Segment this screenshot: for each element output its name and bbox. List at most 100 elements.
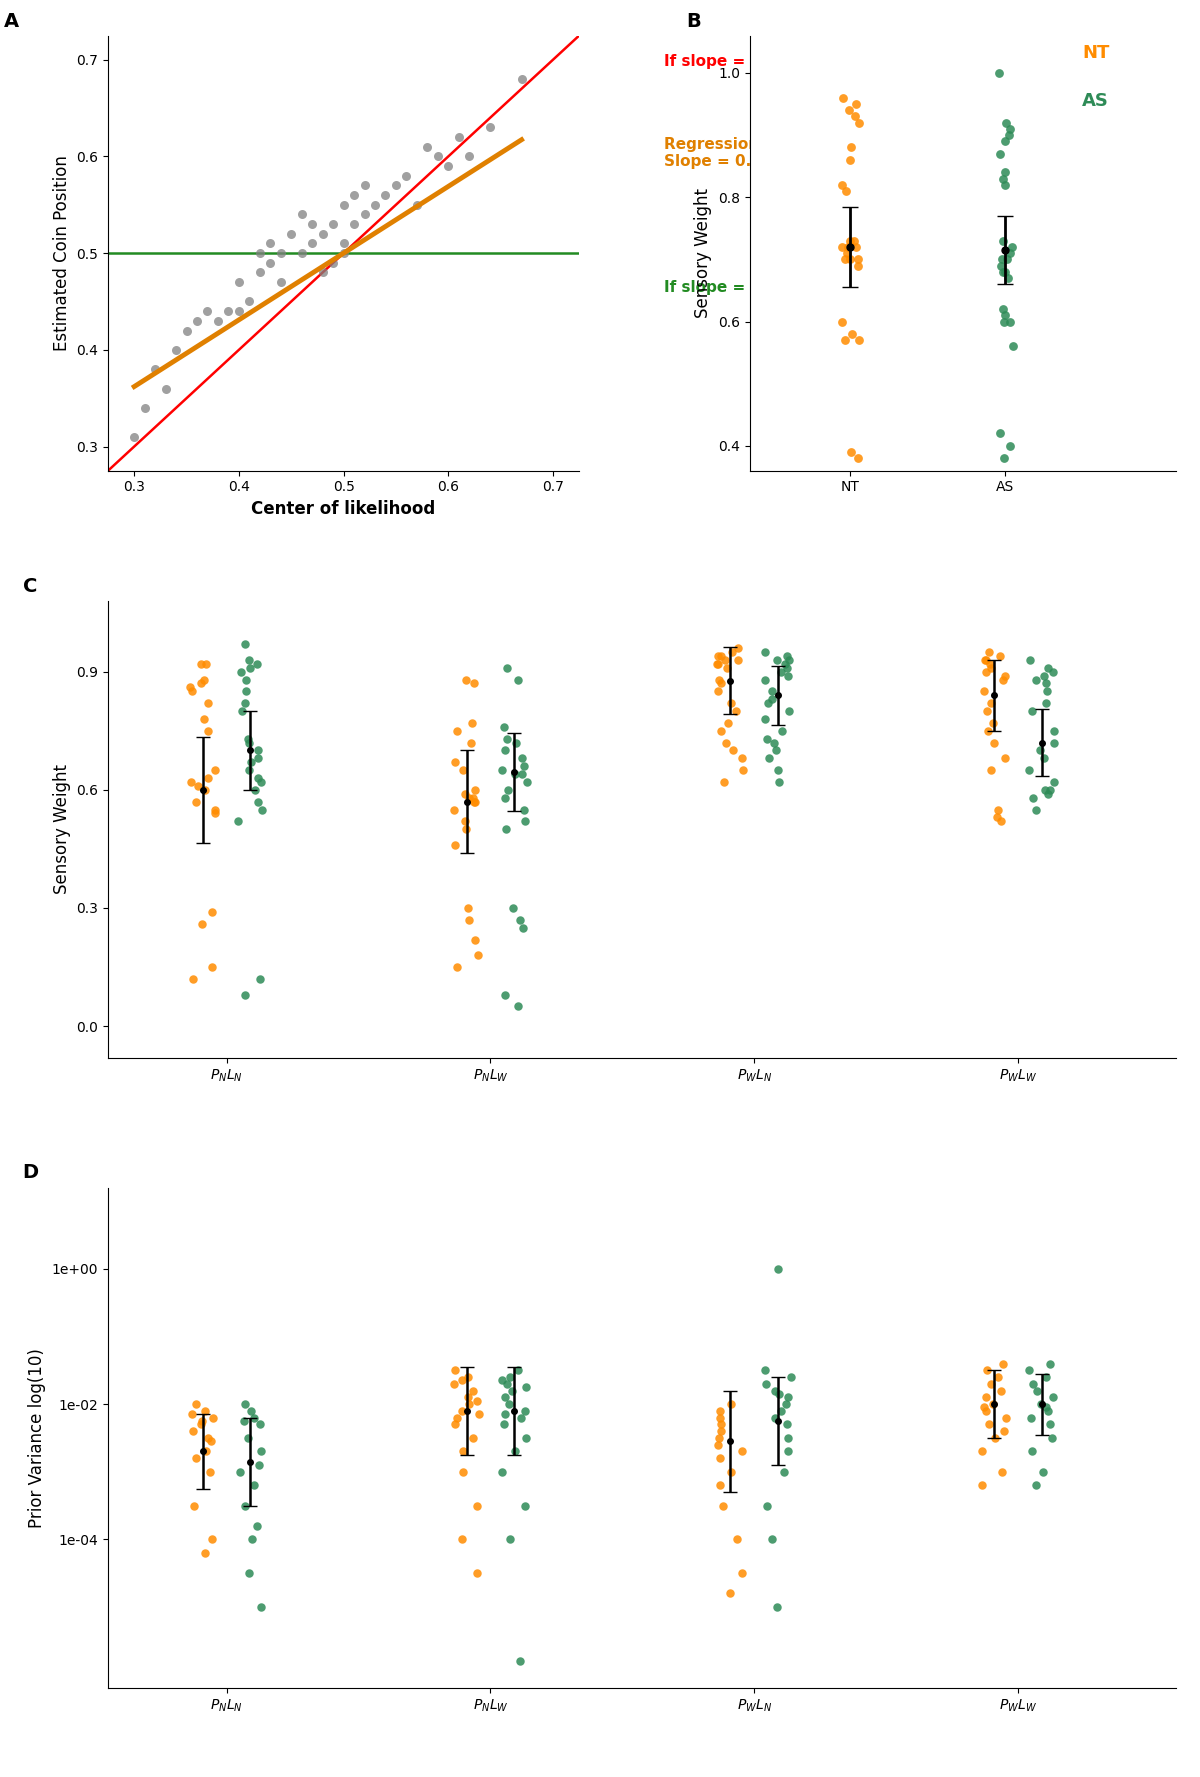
Point [980, 650, 1000, 679]
Point [444, 796, 463, 825]
Point [840, 96, 859, 124]
Point [710, 1471, 730, 1500]
Point [456, 665, 475, 693]
Y-axis label: Estimated Coin Position: Estimated Coin Position [53, 155, 71, 352]
Point [978, 716, 997, 745]
Point [234, 1407, 253, 1436]
Point [712, 641, 731, 670]
Point [480, 114, 499, 142]
Point [721, 689, 740, 718]
Point [995, 444, 1014, 473]
Point [445, 1370, 464, 1398]
Point [460, 142, 479, 171]
X-axis label: Center of likelihood: Center of likelihood [252, 499, 436, 519]
Point [712, 1411, 731, 1439]
Point [198, 764, 217, 793]
Point [755, 638, 774, 666]
Point [977, 657, 996, 686]
Point [778, 1411, 797, 1439]
Point [466, 775, 485, 803]
Point [229, 268, 248, 297]
Point [182, 1416, 202, 1445]
Point [469, 942, 488, 970]
Point [235, 629, 254, 657]
Point [1044, 716, 1063, 745]
Point [497, 725, 516, 753]
Point [197, 1438, 216, 1466]
Point [460, 906, 479, 935]
Point [835, 245, 854, 274]
Point [313, 258, 332, 286]
Point [732, 1558, 751, 1587]
Point [772, 657, 791, 686]
Point [458, 894, 478, 922]
Point [1024, 784, 1043, 812]
Point [467, 1558, 486, 1587]
Point [376, 181, 395, 210]
Point [461, 729, 480, 757]
Point [972, 1438, 991, 1466]
Y-axis label: Sensory Weight: Sensory Weight [53, 764, 71, 894]
Point [240, 645, 259, 673]
Point [994, 163, 1013, 192]
Point [984, 1390, 1003, 1418]
Point [709, 650, 728, 679]
Text: D: D [23, 1162, 38, 1182]
Point [493, 1367, 512, 1395]
Point [517, 768, 536, 796]
Point [841, 146, 860, 174]
Point [196, 1397, 215, 1425]
Point [205, 796, 224, 825]
Point [1021, 1404, 1040, 1432]
Point [1044, 1383, 1063, 1411]
Point [240, 755, 259, 784]
Point [203, 897, 222, 926]
Point [708, 677, 727, 705]
Point [762, 684, 781, 713]
Point [1027, 796, 1046, 825]
Point [979, 1411, 998, 1439]
Point [846, 89, 865, 117]
Point [989, 59, 1008, 87]
Point [721, 1457, 740, 1486]
Point [236, 1491, 256, 1519]
Point [1044, 657, 1063, 686]
Point [757, 725, 776, 753]
Point [302, 210, 322, 238]
Text: Regression line,
Slope = 0.69: Regression line, Slope = 0.69 [664, 137, 802, 169]
Point [996, 1404, 1015, 1432]
Point [778, 661, 797, 689]
Point [500, 1525, 520, 1553]
Point [509, 992, 528, 1020]
Point [1040, 1349, 1060, 1377]
Point [454, 1438, 473, 1466]
Point [248, 736, 268, 764]
Point [251, 768, 270, 796]
Point [978, 1356, 997, 1384]
Point [760, 745, 779, 773]
Point [712, 716, 731, 745]
Point [986, 803, 1006, 832]
Point [517, 1374, 536, 1402]
Point [192, 1411, 211, 1439]
Point [778, 1423, 797, 1452]
Point [240, 288, 259, 316]
Point [502, 1377, 521, 1406]
Point [205, 800, 224, 828]
Point [994, 665, 1013, 693]
Point [248, 745, 268, 773]
Point [334, 238, 353, 267]
Point [505, 1438, 524, 1466]
Point [766, 1377, 785, 1406]
Point [778, 1438, 797, 1466]
Point [240, 1558, 259, 1587]
Point [248, 764, 268, 793]
Point [1032, 1390, 1051, 1418]
Point [192, 1407, 211, 1436]
Point [763, 1525, 782, 1553]
Text: NT: NT [1082, 44, 1110, 62]
Point [997, 245, 1016, 274]
Point [239, 725, 258, 753]
Point [458, 1363, 478, 1391]
Point [252, 796, 271, 825]
